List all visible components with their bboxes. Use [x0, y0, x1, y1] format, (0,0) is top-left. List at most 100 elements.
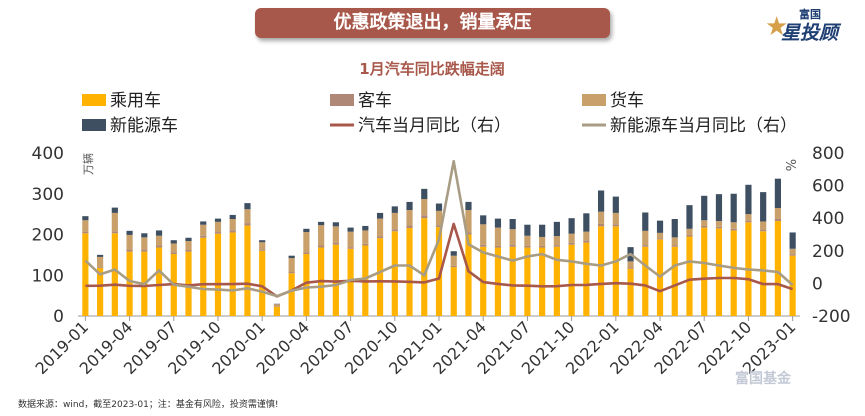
- bar-乘用车: [435, 227, 443, 316]
- bar-货车: [730, 222, 737, 229]
- bar-货车: [376, 218, 384, 237]
- bar-新能源车: [170, 240, 177, 244]
- bar-货车: [200, 224, 207, 236]
- bar-货车: [332, 226, 339, 243]
- bar-货车: [97, 256, 104, 268]
- bar-乘用车: [288, 273, 295, 316]
- bar-新能源车: [774, 178, 781, 209]
- bar-新能源车: [259, 240, 266, 243]
- bar-新能源车: [789, 232, 796, 249]
- bar-乘用车: [701, 227, 708, 316]
- bar-新能源车: [421, 188, 428, 200]
- bar-货车: [789, 248, 796, 255]
- y-right-tick-label: -200: [812, 307, 851, 327]
- bar-新能源车: [391, 206, 398, 213]
- bar-新能源车: [701, 195, 708, 221]
- bar-新能源车: [465, 201, 472, 211]
- bar-货车: [185, 241, 192, 250]
- bar-货车: [701, 220, 708, 226]
- bar-乘用车: [185, 251, 192, 316]
- bar-客车: [376, 236, 384, 239]
- bar-乘用车: [715, 228, 723, 316]
- bar-客车: [539, 245, 546, 248]
- bar-新能源车: [318, 221, 325, 226]
- bar-乘用车: [214, 233, 222, 316]
- bar-乘用车: [450, 267, 457, 316]
- bar-新能源车: [671, 219, 678, 238]
- bar-货车: [774, 208, 781, 220]
- bar-货车: [465, 210, 472, 233]
- bar-乘用车: [671, 246, 678, 316]
- bar-新能源车: [597, 190, 605, 212]
- bar-新能源车: [642, 212, 649, 231]
- bar-货车: [259, 242, 266, 250]
- bar-货车: [715, 221, 723, 227]
- bar-客车: [671, 245, 678, 247]
- bar-货车: [111, 212, 118, 232]
- bar-乘用车: [612, 226, 619, 316]
- bar-series: [82, 178, 796, 316]
- bar-客车: [568, 242, 575, 245]
- bar-客车: [597, 223, 605, 227]
- bar-货车: [553, 236, 560, 246]
- bar-货车: [597, 211, 605, 224]
- bar-货车: [126, 234, 133, 250]
- y-right-tick-label: 200: [812, 242, 844, 262]
- bar-乘用车: [126, 251, 133, 316]
- bar-乘用车: [597, 226, 605, 316]
- bar-货车: [303, 232, 310, 253]
- bar-乘用车: [627, 268, 634, 316]
- bar-货车: [318, 225, 325, 246]
- bar-新能源车: [347, 227, 354, 232]
- bar-货车: [273, 304, 281, 307]
- bar-新能源车: [745, 184, 752, 215]
- bar-货车: [82, 220, 89, 232]
- logo-big-text: 星投顾: [781, 22, 839, 44]
- bar-货车: [642, 230, 649, 246]
- bar-新能源车: [583, 213, 590, 232]
- bar-客车: [126, 249, 133, 252]
- bar-新能源车: [229, 214, 236, 220]
- bar-新能源车: [656, 220, 664, 233]
- bar-客车: [303, 252, 310, 255]
- bar-客车: [450, 265, 457, 268]
- bar-客车: [612, 224, 619, 227]
- bar-货车: [141, 237, 148, 250]
- bar-客车: [480, 244, 487, 247]
- bar-货车: [406, 210, 413, 226]
- bar-新能源车: [332, 222, 339, 227]
- chart-title: 1月汽车同比跌幅走阔: [359, 60, 504, 78]
- bar-客车: [774, 219, 781, 222]
- bar-客车: [789, 254, 796, 256]
- bar-新能源车: [612, 196, 619, 213]
- bar-货车: [612, 212, 619, 225]
- bar-货车: [583, 231, 590, 241]
- bar-货车: [288, 258, 295, 272]
- bar-客车: [185, 249, 192, 252]
- line-汽车当月同比（右）: [85, 222, 794, 298]
- bar-新能源车: [111, 207, 118, 213]
- bar-新能源车: [126, 230, 133, 235]
- legend-label: 客车: [358, 91, 392, 111]
- legend-swatch: [582, 94, 606, 106]
- bar-货车: [656, 232, 664, 239]
- bar-乘用车: [509, 246, 516, 316]
- y-left-tick-label: 0: [53, 307, 64, 327]
- bar-新能源车: [435, 203, 443, 211]
- bar-新能源车: [288, 255, 295, 259]
- bar-客车: [553, 245, 560, 247]
- bar-货车: [244, 209, 251, 224]
- bar-客车: [391, 229, 398, 232]
- bar-乘用车: [111, 233, 118, 316]
- bar-客车: [686, 234, 693, 237]
- bar-客车: [244, 223, 251, 226]
- bar-新能源车: [376, 212, 384, 219]
- bar-新能源车: [553, 221, 560, 237]
- bar-货车: [170, 243, 177, 253]
- bar-乘用车: [406, 227, 413, 316]
- bar-乘用车: [642, 246, 649, 316]
- bar-货车: [686, 228, 693, 235]
- bar-货车: [362, 230, 369, 244]
